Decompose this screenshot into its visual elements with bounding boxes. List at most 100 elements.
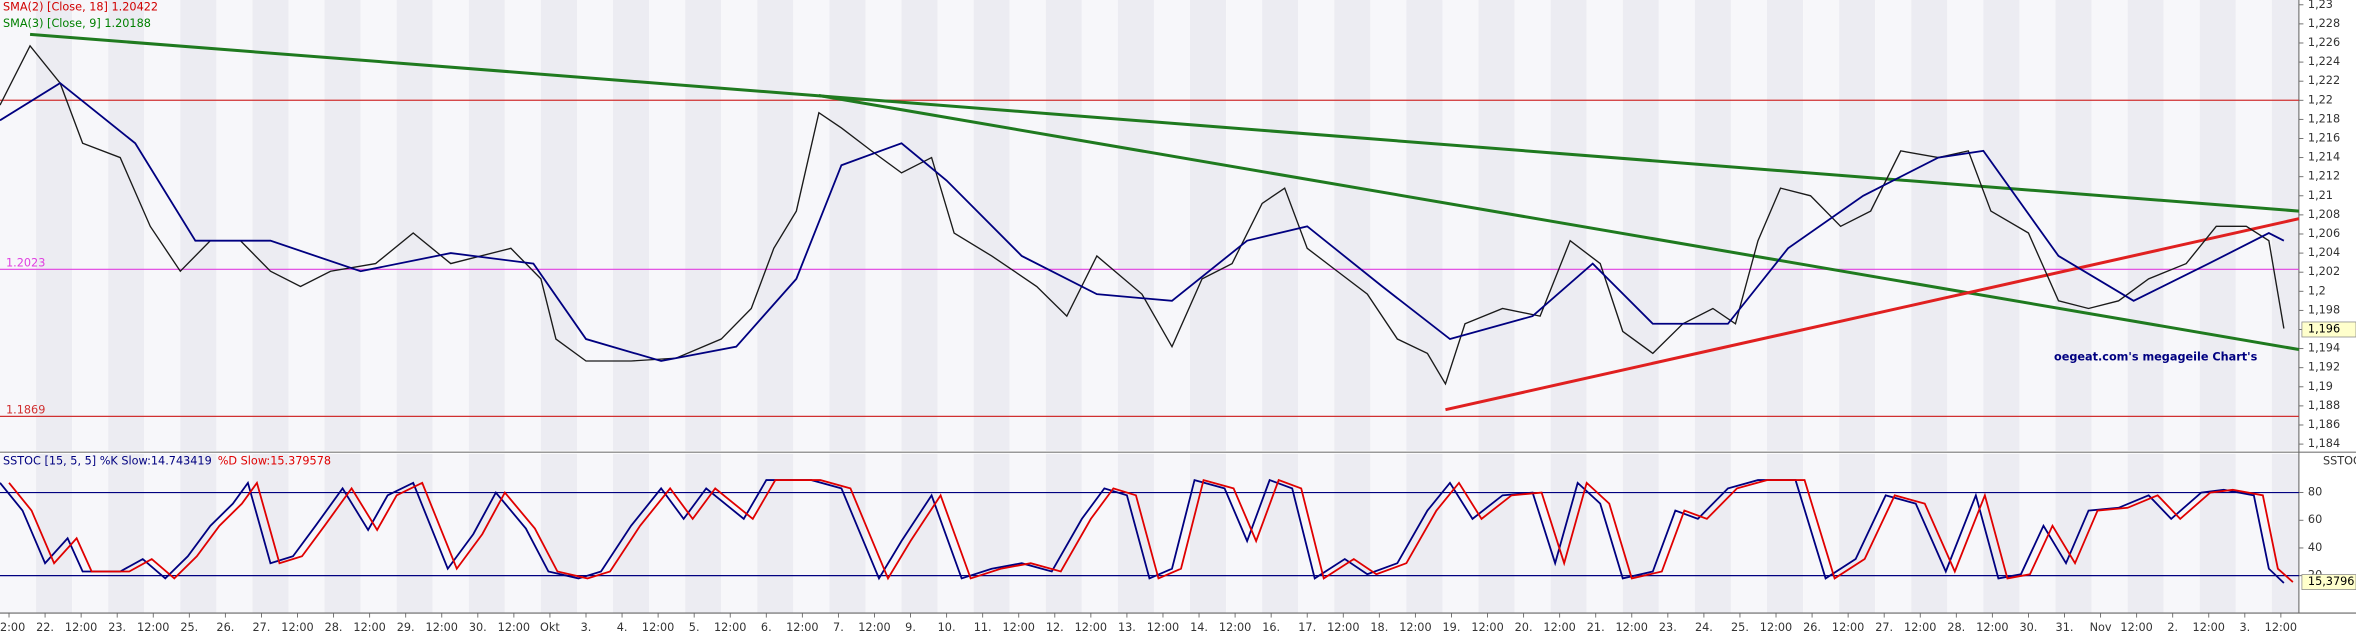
series-line [0,81,2285,362]
x-tick-label: 12. [1046,621,1064,634]
x-tick-label: Okt [540,621,560,634]
x-tick-label: 12:00 [1075,621,1107,634]
stripe [1694,0,1731,451]
y-tick-label: 1,218 [2308,112,2340,125]
stripe [1045,0,1082,451]
stripe [1442,0,1479,451]
x-tick-label: 12:00 [786,621,818,634]
x-tick-label: 23. [1659,621,1677,634]
stripe [901,0,938,451]
x-tick-label: 12:00 [1219,621,1251,634]
stripe [324,453,361,614]
x-tick-label: 12:00 [1904,621,1936,634]
stripe [108,453,145,614]
stripe [1550,453,1587,614]
stripe [721,0,758,451]
x-tick-label: 12:00 [1760,621,1792,634]
stripe [1370,0,1407,451]
stripe [432,453,469,614]
series-line [0,44,2285,386]
series-line [8,478,2294,583]
stripe [1262,453,1299,614]
stripe [72,453,109,614]
stripe [1009,453,1046,614]
stripe [865,0,902,451]
x-tick-label: 12:00 [1327,621,1359,634]
stripe [1478,0,1515,451]
y-tick-label: 1,214 [2308,151,2340,164]
x-tick-label: 20. [1515,621,1533,634]
stripe [2127,0,2164,451]
y-tick-label: 1,212 [2308,170,2340,183]
stripe [0,0,37,451]
stripe [1117,453,1154,614]
stripe [793,0,830,451]
stripe [2271,453,2299,614]
x-tick-label: 12:00 [714,621,746,634]
last-value-label: 1,196 [2308,322,2340,335]
stripe [1081,0,1118,451]
y-tick-label: 1,224 [2308,55,2340,68]
stripe [721,453,758,614]
x-tick-label: 19. [1443,621,1461,634]
y-tick-label: 1,198 [2308,303,2340,316]
stripe [2163,0,2200,451]
stripe [1875,0,1912,451]
stripe [252,0,289,451]
stripe [72,0,109,451]
stripe [1767,0,1804,451]
stripe [2091,453,2128,614]
y-tick-label: 1,188 [2308,399,2340,412]
x-tick-label: 12:00 [2193,621,2225,634]
stripe [540,453,577,614]
stripe [540,0,577,451]
x-tick-label: 12:00 [1616,621,1648,634]
x-tick-label: 31. [2056,621,2074,634]
stripe [432,0,469,451]
stripe [649,0,686,451]
y-tick-label: 1,192 [2308,361,2340,374]
stripe [1730,0,1767,451]
y-tick-label: 1,206 [2308,227,2340,240]
x-tick-label: 21. [1587,621,1605,634]
x-tick-label: 4. [617,621,628,634]
x-tick-label: 12:00 [65,621,97,634]
x-tick-label: 27. [1875,621,1893,634]
x-tick-label: 29. [397,621,415,634]
stripe [1730,453,1767,614]
stripe [1081,453,1118,614]
x-tick-label: 25. [1731,621,1749,634]
trendline [818,94,2300,352]
x-tick-label: Nov [2090,621,2112,634]
stripe [1586,0,1623,451]
stripe [1622,0,1659,451]
x-tick-label: 12:00 [1003,621,1035,634]
annotation: oegeat.com's megageile Chart's [2054,351,2258,364]
x-tick-label: 30. [469,621,487,634]
y-tick-label: 1,226 [2308,36,2340,49]
x-tick-label: 22. [36,621,54,634]
stripe [613,0,650,451]
y-tick-label: 1,222 [2308,74,2340,87]
last-value-label: 15,3796 [2308,575,2355,588]
stripe [396,453,433,614]
stripe [613,453,650,614]
stripe [144,453,181,614]
stripe [1694,453,1731,614]
y-tick-label: 80 [2308,486,2322,499]
stripe [937,0,974,451]
stripe [288,0,325,451]
y-tick-label: 1,23 [2308,0,2333,11]
y-tick-label: 1,2 [2308,284,2326,297]
indicator-title: SSTOC [15, 5, 5] %K Slow:14.743419 [3,454,212,467]
stripe [2199,453,2236,614]
x-tick-label: 7. [833,621,844,634]
stripe [973,453,1010,614]
stripe [36,0,73,451]
y-tick-label: 1,194 [2308,342,2340,355]
x-tick-label: 14. [1190,621,1208,634]
x-tick-label: 30. [2019,621,2037,634]
level-label: 1.1869 [6,403,45,416]
stripe [180,453,217,614]
